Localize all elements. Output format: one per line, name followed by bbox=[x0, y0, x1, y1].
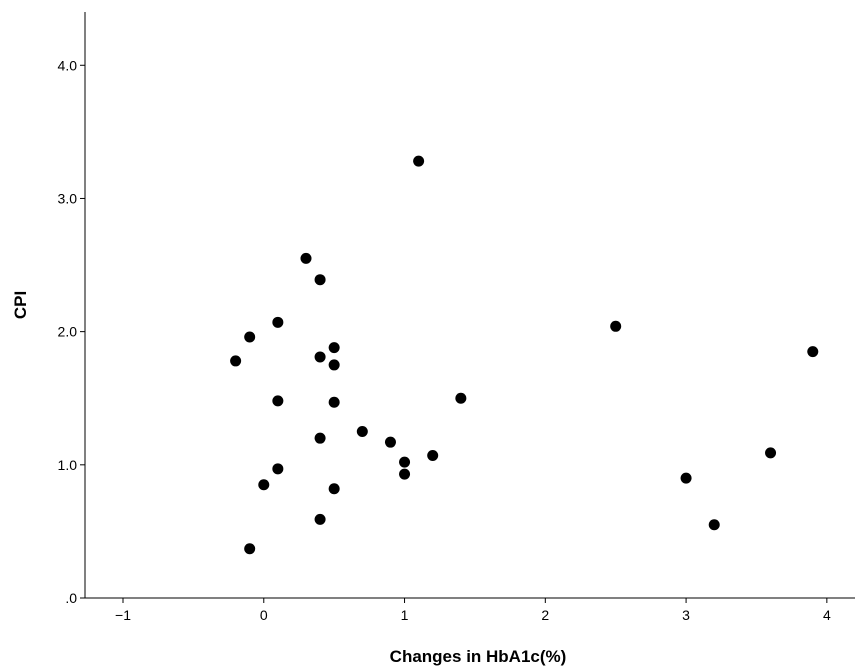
x-tick-label: 4 bbox=[823, 607, 831, 623]
x-tick-label: 1 bbox=[401, 607, 409, 623]
y-tick-label: 1.0 bbox=[58, 457, 78, 473]
data-point bbox=[807, 346, 819, 358]
data-points bbox=[230, 155, 819, 555]
x-axis-ticks: −1 0 1 2 3 4 bbox=[115, 598, 831, 623]
data-point bbox=[708, 519, 720, 531]
data-point bbox=[610, 320, 622, 332]
data-point bbox=[413, 155, 425, 167]
axes bbox=[84, 12, 855, 599]
data-point bbox=[314, 274, 326, 286]
data-point bbox=[427, 449, 439, 461]
data-point bbox=[272, 463, 284, 475]
x-tick-label: 2 bbox=[541, 607, 549, 623]
data-point bbox=[258, 479, 270, 491]
data-point bbox=[328, 359, 340, 371]
y-tick-label: 3.0 bbox=[58, 190, 78, 206]
data-point bbox=[272, 395, 284, 407]
data-point bbox=[314, 513, 326, 525]
data-point bbox=[272, 316, 284, 328]
data-point bbox=[384, 436, 396, 448]
data-point bbox=[244, 543, 256, 555]
y-tick-label: .0 bbox=[65, 590, 77, 606]
x-tick-label: 3 bbox=[682, 607, 690, 623]
y-axis-title: CPI bbox=[11, 291, 30, 319]
y-tick-label: 2.0 bbox=[58, 324, 78, 340]
data-point bbox=[328, 396, 340, 408]
data-point bbox=[300, 252, 312, 264]
data-point bbox=[399, 456, 411, 468]
x-tick-label: −1 bbox=[115, 607, 131, 623]
data-point bbox=[328, 342, 340, 354]
data-point bbox=[230, 355, 242, 367]
data-point bbox=[328, 483, 340, 495]
data-point bbox=[765, 447, 777, 459]
y-axis-ticks: .0 1.0 2.0 3.0 4.0 bbox=[58, 57, 85, 606]
data-point bbox=[455, 392, 467, 404]
data-point bbox=[314, 432, 326, 444]
data-point bbox=[244, 331, 256, 343]
x-tick-label: 0 bbox=[260, 607, 268, 623]
data-point bbox=[399, 468, 411, 480]
x-axis-title: Changes in HbA1c(%) bbox=[390, 647, 567, 666]
y-tick-label: 4.0 bbox=[58, 57, 78, 73]
data-point bbox=[314, 351, 326, 363]
data-point bbox=[680, 472, 692, 484]
data-point bbox=[356, 426, 368, 438]
